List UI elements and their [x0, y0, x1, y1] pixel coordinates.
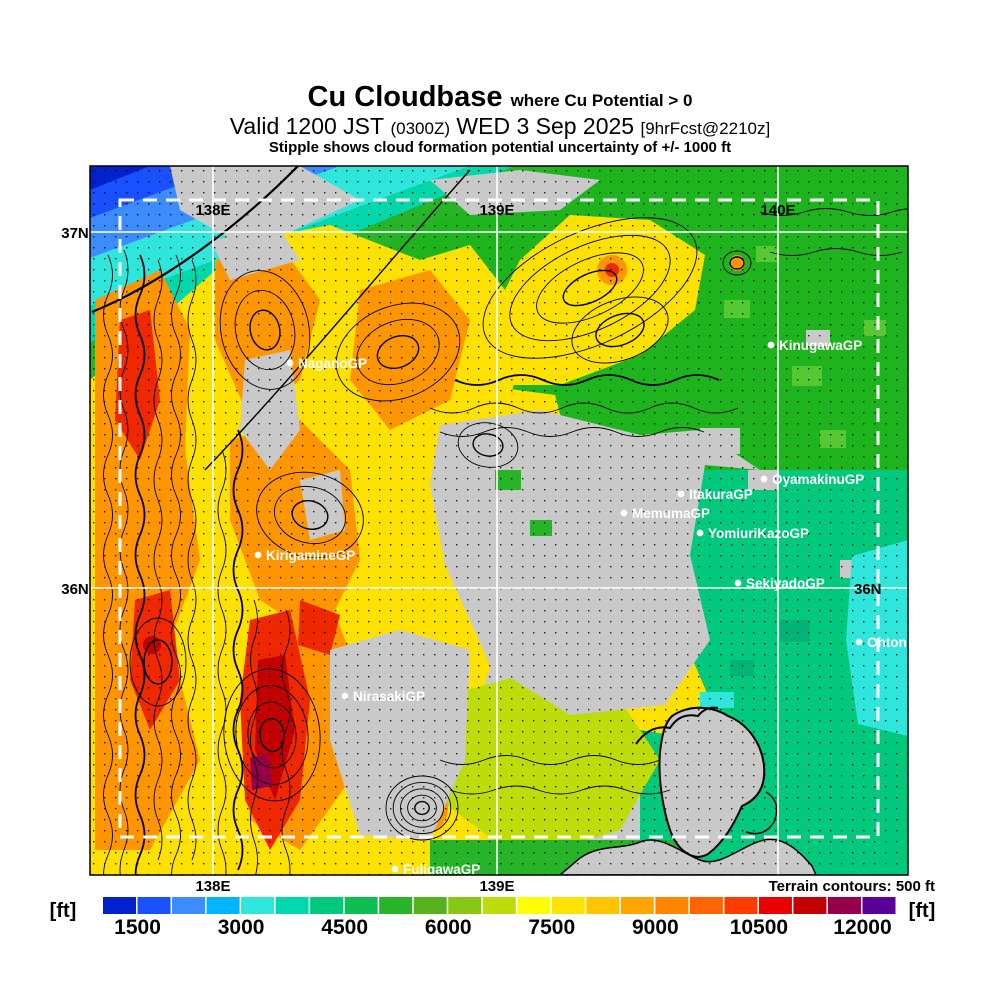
colorbar-segment	[172, 897, 206, 914]
title-line: Cu Cloudbase where Cu Potential > 0	[0, 81, 1000, 114]
station-label: NirasakiGP	[353, 689, 425, 704]
colorbar-segment	[655, 897, 689, 914]
graticule: 138E 139E 140E 36N	[90, 166, 908, 875]
valid-date: WED 3 Sep 2025	[456, 113, 635, 139]
station-dot	[620, 509, 628, 517]
colorbar-tick-label: 4500	[321, 916, 368, 939]
colorbar-tick-label: 9000	[632, 916, 679, 939]
station-markers: NaganoGP KirigamineGP NirasakiGP FujigawaGP…	[254, 338, 934, 877]
station-dot	[696, 529, 704, 537]
station-label: YomiuriKazoGP	[708, 526, 809, 541]
colorbar-segment	[275, 897, 309, 914]
station-dot	[677, 490, 685, 498]
station-label: NaganoGP	[298, 356, 367, 371]
colorbar-tick-label: 3000	[218, 916, 265, 939]
station-label: KinugawaGP	[779, 338, 862, 353]
colorbar-tick-label: 10500	[730, 916, 788, 939]
parallel-label-left: 37N	[61, 225, 89, 242]
forecast-run: [9hrFcst@2210z]	[640, 119, 771, 138]
station-label: OhtoneGP	[867, 635, 934, 650]
header: Cu Cloudbase where Cu Potential > 0 Vali…	[0, 81, 1000, 156]
valid-time: Valid 1200 JST	[229, 113, 385, 139]
station-label: FujigawaGP	[403, 862, 480, 877]
colorbar-segment	[103, 897, 137, 914]
parallel-label-right: 36N	[854, 581, 882, 598]
colorbar-segment	[724, 897, 758, 914]
station-dot	[734, 579, 742, 587]
colorbar-tick-label: 7500	[528, 916, 575, 939]
stipple-note: Stipple shows cloud formation potential …	[268, 139, 732, 156]
colorbar-segment	[758, 897, 792, 914]
colorbar-segment	[827, 897, 861, 914]
colorbar-segment	[137, 897, 171, 914]
meridian-label-bottom: 138E	[195, 878, 230, 895]
meridian-label-top: 140E	[760, 202, 795, 219]
cloudbase-colorbar: [ft] [ft] 1500 3000 4500 6000 7500 9000 10500 1…	[50, 897, 936, 939]
colorbar-segment	[551, 897, 585, 914]
station-dot	[760, 475, 768, 483]
colorbar-segment	[586, 897, 620, 914]
domain-boundary	[118, 198, 880, 839]
colorbar-segment	[620, 897, 654, 914]
colorbar-segment	[241, 897, 275, 914]
station-dot	[286, 359, 294, 367]
parallel-label-left: 36N	[61, 581, 89, 598]
station-label: MemumaGP	[632, 506, 710, 521]
meridian-label-top: 139E	[479, 202, 514, 219]
colorbar-segment	[862, 897, 896, 914]
nested-domain-dashed-box	[118, 198, 880, 839]
colorbar-segment	[482, 897, 516, 914]
unit-label-right: [ft]	[909, 900, 936, 922]
colorbar-segment	[344, 897, 378, 914]
unit-label-left: [ft]	[50, 900, 77, 922]
colorbar-segment	[517, 897, 551, 914]
station-dot	[767, 341, 775, 349]
valid-time-line: Valid 1200 JST (0300Z) WED 3 Sep 2025 [9…	[0, 115, 1000, 140]
colorbar-segment	[689, 897, 723, 914]
station-label: SekiyadoGP	[746, 576, 825, 591]
station-label: KirigamineGP	[266, 548, 355, 563]
station-label: OyamakinuGP	[772, 472, 864, 487]
colorbar-segment	[448, 897, 482, 914]
page-title: Cu Cloudbase	[307, 81, 503, 113]
terrain-contour-note: Terrain contours: 500 ft	[769, 878, 935, 895]
station-label: ItakuraGP	[689, 487, 753, 502]
colorbar-segment	[379, 897, 413, 914]
station-dot	[254, 551, 262, 559]
meridian-label-bottom: 139E	[479, 878, 514, 895]
stipple-pattern	[90, 166, 908, 875]
colorbar-segment	[310, 897, 344, 914]
title-condition: where Cu Potential > 0	[510, 91, 693, 110]
station-dot	[391, 865, 399, 873]
station-dot	[341, 692, 349, 700]
axis-labels: Terrain contours: 500 ft 37N 36N 138E 139E	[61, 225, 935, 895]
colorbar-segment	[793, 897, 827, 914]
meridian-label-top: 138E	[195, 202, 230, 219]
map-border	[89, 165, 909, 876]
colorbar-segment	[206, 897, 240, 914]
colorbar-tick-label: 6000	[425, 916, 472, 939]
colorbar-tick-label: 1500	[114, 916, 161, 939]
colorbar-tick-label: 12000	[833, 916, 891, 939]
station-dot	[855, 638, 863, 646]
valid-utc: (0300Z)	[390, 119, 450, 138]
colorbar-segment	[413, 897, 447, 914]
